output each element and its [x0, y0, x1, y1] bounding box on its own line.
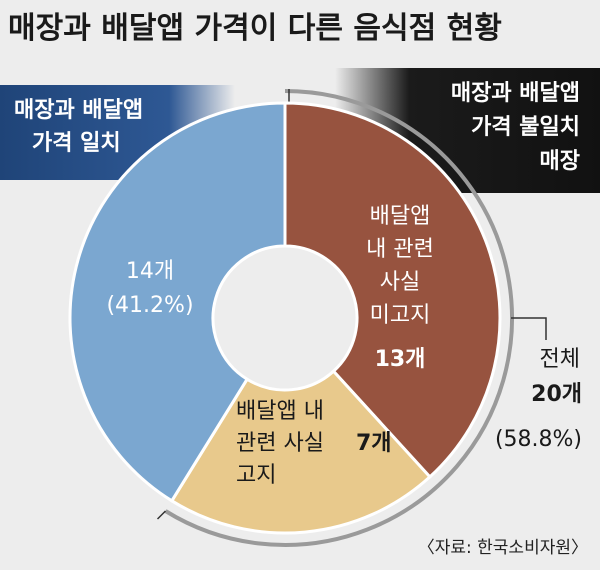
label-same-pct: (41.2%): [106, 293, 193, 318]
banner-diff-text: 매장과 배달앱 가격 불일치 매장: [451, 81, 580, 174]
banner-same-line-2: 가격 일치: [32, 131, 121, 156]
label-same: 14개 (41.2%): [106, 259, 193, 318]
label-disclosed: 배달앱 내 관련 사실 고지 7개: [236, 399, 392, 488]
group-bracket: [156, 89, 547, 547]
slice-not-disclosed: [283, 101, 502, 480]
chart-title: 매장과 배달앱 가격이 다른 음식점 현황: [8, 11, 502, 46]
label-not-disclosed: 배달앱 내 관련 사실 미고지 13개: [366, 204, 434, 372]
label-disc-line-2: 관련 사실: [236, 431, 324, 456]
label-total-word: 전체: [540, 347, 580, 372]
label-disc-line-1: 배달앱 내: [236, 399, 324, 424]
label-total-pct: (58.8%): [495, 427, 582, 452]
label-nd-line-2: 내 관련: [366, 237, 434, 262]
label-disc-count: 7개: [356, 431, 392, 456]
label-total: 전체 20개 (58.8%): [495, 347, 582, 452]
label-total-count: 20개: [531, 382, 582, 407]
banner-same-text: 매장과 배달앱 가격 일치: [14, 98, 143, 156]
label-disc-line-3: 고지: [236, 463, 276, 488]
leader-total: [511, 317, 547, 340]
label-nd-count: 13개: [375, 347, 426, 372]
label-same-count: 14개: [126, 259, 174, 284]
label-nd-line-1: 배달앱: [370, 204, 431, 229]
label-nd-line-4: 미고지: [370, 303, 431, 328]
slice-disclosed: [169, 369, 432, 535]
banner-diff-line-3: 매장: [540, 149, 580, 174]
banner-diff-line-2: 가격 불일치: [471, 115, 580, 140]
bracket-arc: [164, 89, 514, 547]
bracket-tick-bottom: [156, 510, 167, 520]
slice-same-price: [68, 101, 287, 503]
label-nd-line-3: 사실: [380, 270, 420, 295]
slices: [68, 101, 502, 535]
source-note: 〈자료: 한국소비자원〉: [418, 538, 588, 558]
banner-diff-line-1: 매장과 배달앱: [451, 81, 580, 106]
banner-same-line-1: 매장과 배달앱: [14, 98, 143, 123]
